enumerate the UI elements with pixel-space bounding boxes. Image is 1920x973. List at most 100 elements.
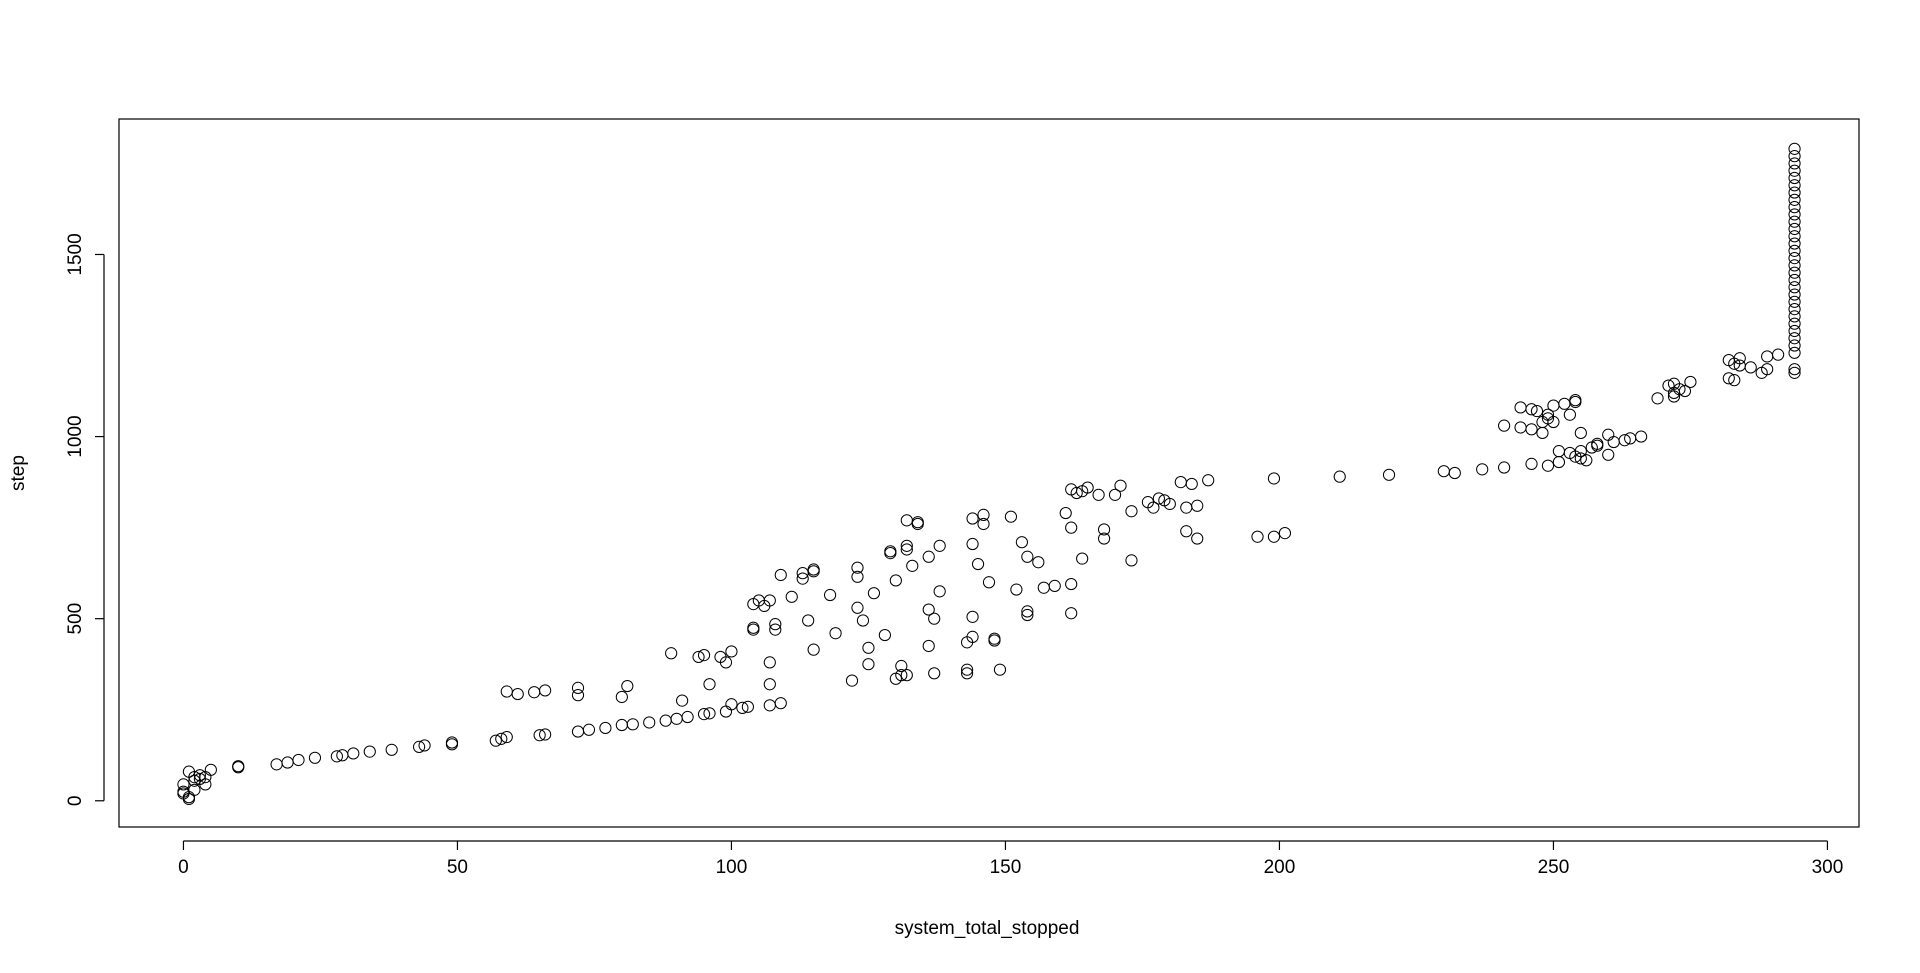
point: [966, 537, 979, 551]
point: [1065, 577, 1078, 591]
x-tick-label: 150: [990, 857, 1022, 878]
point: [977, 508, 990, 521]
point: [1448, 466, 1461, 480]
point: [1722, 372, 1735, 385]
point: [982, 576, 996, 589]
point: [1788, 215, 1801, 228]
point: [193, 769, 206, 782]
point: [615, 690, 628, 704]
plot-box: [118, 118, 1860, 828]
point: [928, 612, 941, 625]
point: [1514, 421, 1527, 434]
point: [676, 694, 689, 707]
point: [1728, 374, 1741, 387]
point: [763, 678, 776, 691]
point: [823, 588, 837, 602]
point: [1788, 186, 1801, 199]
point: [1651, 392, 1664, 405]
point: [1097, 523, 1111, 536]
point: [1152, 492, 1165, 505]
point: [1125, 554, 1138, 567]
point: [829, 627, 842, 640]
point: [1541, 459, 1555, 472]
point: [308, 751, 322, 764]
point: [1081, 481, 1094, 494]
point: [1788, 222, 1801, 236]
point: [1552, 445, 1566, 458]
point: [1525, 403, 1538, 416]
point: [1618, 434, 1631, 447]
point: [1037, 581, 1050, 594]
point: [851, 570, 864, 583]
point: [292, 753, 305, 767]
point: [1092, 488, 1105, 501]
point: [1788, 288, 1801, 301]
point: [1788, 244, 1801, 257]
point: [232, 760, 245, 773]
point: [1536, 426, 1549, 440]
point: [1108, 488, 1122, 501]
point: [1788, 252, 1801, 265]
point: [895, 669, 908, 682]
point: [1180, 525, 1193, 538]
point: [900, 669, 913, 682]
point: [1569, 394, 1582, 407]
point: [1382, 468, 1396, 481]
y-tick-label: 1000: [65, 415, 86, 457]
point: [1635, 430, 1648, 443]
point: [851, 561, 864, 574]
point: [1772, 348, 1785, 361]
point: [204, 763, 217, 776]
point: [725, 698, 738, 711]
point: [1010, 583, 1023, 596]
point: [1788, 266, 1801, 279]
point: [697, 707, 711, 721]
point: [851, 601, 864, 614]
point: [615, 718, 628, 732]
point: [412, 740, 426, 753]
point: [1563, 408, 1576, 421]
point: [802, 614, 815, 627]
y-tick-label: 500: [65, 603, 86, 635]
point: [1070, 486, 1083, 500]
point: [774, 697, 787, 710]
point: [719, 656, 733, 669]
point: [1191, 532, 1204, 545]
point: [1267, 530, 1281, 543]
point: [1267, 472, 1281, 485]
point: [599, 721, 612, 735]
point: [347, 747, 360, 760]
point: [785, 590, 798, 603]
point: [1147, 501, 1160, 514]
point: [1678, 384, 1692, 398]
point: [906, 559, 919, 572]
point: [1125, 505, 1138, 518]
point: [1525, 457, 1538, 470]
x-tick-label: 0: [178, 857, 189, 878]
point: [977, 517, 990, 531]
point: [1065, 521, 1078, 534]
x-axis-label: system_total_stopped: [895, 918, 1080, 939]
point: [856, 614, 870, 627]
point: [188, 783, 201, 796]
point: [966, 512, 979, 525]
point: [511, 687, 524, 701]
point: [643, 716, 656, 729]
point: [966, 610, 979, 623]
point: [418, 739, 431, 752]
point: [1004, 510, 1018, 523]
point: [571, 689, 585, 702]
point: [900, 514, 913, 527]
point: [895, 659, 908, 673]
point: [199, 778, 212, 791]
point: [1788, 332, 1801, 345]
point: [1761, 363, 1774, 376]
point: [1065, 607, 1078, 620]
point: [582, 723, 596, 736]
point: [1498, 461, 1511, 474]
point: [270, 758, 283, 771]
point: [1788, 339, 1801, 352]
point: [1788, 237, 1801, 250]
point: [769, 618, 782, 631]
